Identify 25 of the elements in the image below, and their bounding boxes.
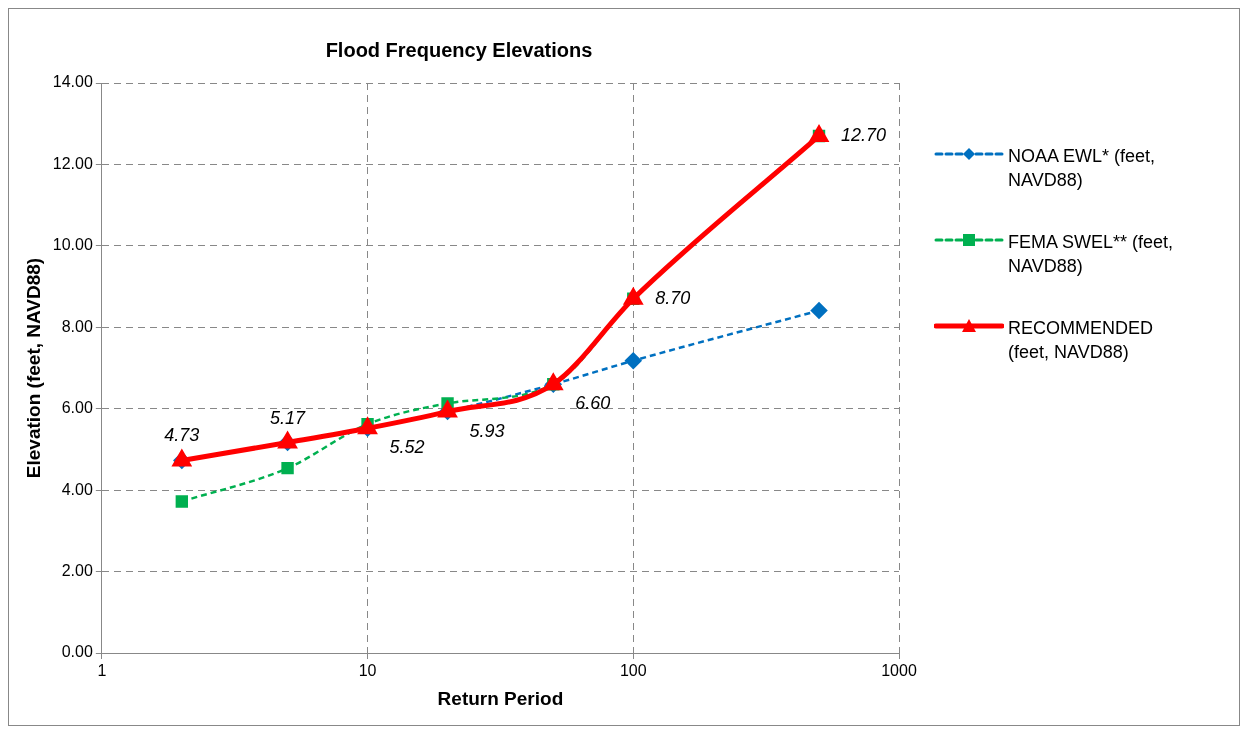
y-tick-label: 14.00 [52, 73, 93, 91]
x-tick-label: 10 [358, 662, 377, 680]
legend-label: FEMA SWEL** (feet, NAVD88) [1008, 231, 1175, 278]
data-label: 8.70 [655, 287, 691, 308]
y-tick-label: 12.00 [52, 154, 93, 172]
x-tick-label: 1 [97, 662, 107, 680]
chart-title: Flood Frequency Elevations [325, 38, 593, 61]
legend-label: RECOMMENDED (feet, NAVD88) [1008, 317, 1154, 364]
y-tick-label: 8.00 [61, 317, 93, 335]
data-label: 4.73 [164, 425, 200, 446]
x-axis-title: Return Period [437, 687, 564, 709]
data-label: 12.70 [841, 124, 887, 145]
legend-label: NOAA EWL* (feet, NAVD88) [1008, 145, 1157, 192]
y-tick-label: 4.00 [61, 480, 93, 498]
data-label: 5.17 [270, 407, 307, 428]
data-label: 5.52 [389, 437, 425, 458]
y-axis-title: Elevation (feet, NAVD88) [22, 257, 44, 479]
y-tick-label: 0.00 [61, 643, 93, 661]
y-tick-label: 10.00 [52, 236, 93, 254]
x-tick-label: 100 [619, 662, 647, 680]
y-tick-label: 6.00 [61, 399, 93, 417]
y-tick-label: 2.00 [61, 561, 93, 579]
data-label: 6.60 [575, 393, 611, 414]
x-tick-label: 1000 [881, 662, 917, 680]
data-label: 5.93 [469, 420, 505, 441]
